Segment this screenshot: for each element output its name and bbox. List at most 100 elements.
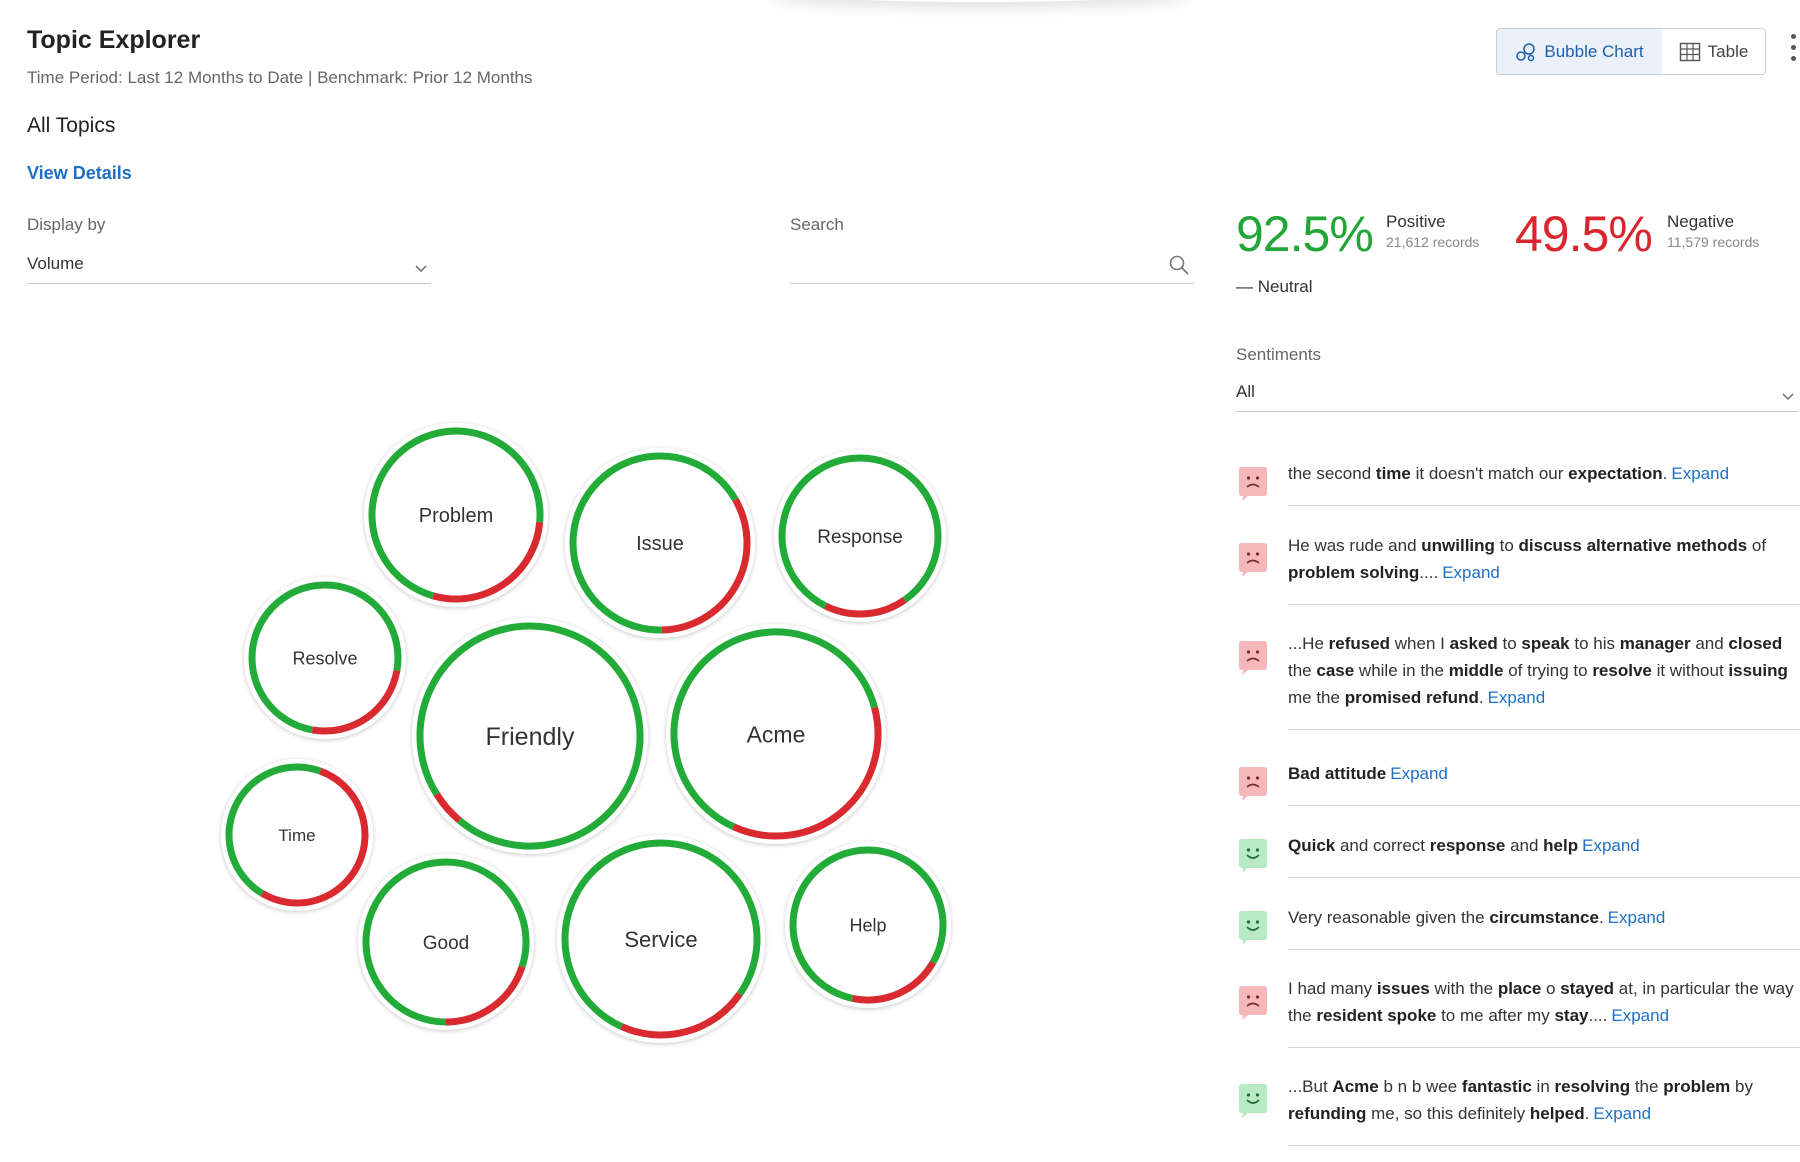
page-title: Topic Explorer	[27, 26, 201, 54]
highlighted-term: discuss alternative methods	[1518, 536, 1748, 555]
topic-bubble-acme[interactable]: Acme	[666, 624, 886, 844]
expand-link[interactable]: Expand	[1390, 764, 1448, 783]
table-label: Table	[1707, 41, 1749, 61]
positive-arc	[789, 846, 947, 1002]
positive-arc	[248, 581, 402, 734]
highlighted-term: promised refund	[1344, 688, 1479, 707]
chevron-down-icon	[415, 265, 427, 272]
expand-link[interactable]: Expand	[1593, 1104, 1652, 1123]
comment-segment: the	[1630, 1077, 1664, 1096]
positive-arc	[362, 858, 530, 1026]
comment-segment: and	[1505, 836, 1544, 855]
positive-arc	[670, 628, 878, 830]
comment-segment: Very reasonable given the	[1288, 908, 1490, 927]
comment-segment: He was rude and	[1288, 536, 1422, 555]
expand-link[interactable]: Expand	[1607, 908, 1666, 927]
display-by-select[interactable]: Volume	[27, 250, 431, 284]
sentiments-select[interactable]: All	[1236, 378, 1798, 412]
highlighted-term: asked	[1449, 634, 1498, 653]
comment-segment: ...He	[1288, 634, 1329, 653]
bubble-label: Help	[849, 915, 886, 935]
happy-face-icon	[1236, 1083, 1270, 1118]
sentiments-label: Sentiments	[1236, 345, 1322, 364]
highlighted-term: Bad attitude	[1288, 764, 1387, 783]
highlighted-term: circumstance	[1489, 908, 1599, 927]
expand-link[interactable]: Expand	[1487, 688, 1546, 707]
section-title: All Topics	[27, 114, 116, 137]
feed-comment-text: ...He refused when I asked to speak to h…	[1288, 630, 1800, 711]
comment-segment: to me after my	[1436, 1006, 1555, 1025]
comment-segment: the second	[1288, 464, 1376, 483]
highlighted-term: closed	[1728, 634, 1783, 653]
comment-segment: .	[1598, 908, 1604, 927]
more-options-icon[interactable]	[1790, 34, 1798, 66]
bubble-label: Service	[624, 927, 697, 952]
comment-segment: .	[1478, 688, 1484, 707]
happy-face-icon	[1236, 910, 1270, 945]
topic-bubble-friendly[interactable]: Friendly	[412, 618, 648, 854]
comment-segment: me the	[1288, 688, 1345, 707]
bubble-chart-icon	[1516, 42, 1536, 61]
negative-records: 11,579 records	[1667, 234, 1760, 250]
comment-segment: it doesn't match our	[1410, 464, 1569, 483]
positive-percentage: 92.5%	[1236, 206, 1374, 262]
sad-face-icon	[1236, 985, 1270, 1020]
neutral-label: — Neutral	[1236, 277, 1313, 296]
topic-bubble-time[interactable]: Time	[221, 759, 373, 911]
topic-bubble-response[interactable]: Response	[774, 450, 946, 622]
comment-segment: to	[1497, 634, 1522, 653]
negative-label: Negative	[1667, 212, 1735, 231]
topic-bubble-good[interactable]: Good	[358, 854, 534, 1030]
search-field[interactable]	[790, 250, 1194, 284]
topic-bubble-resolve[interactable]: Resolve	[244, 577, 406, 739]
bubble-label: Response	[817, 527, 903, 548]
bubble-background	[244, 577, 406, 739]
sad-face-icon	[1236, 542, 1270, 577]
positive-arc	[368, 427, 544, 600]
negative-arc	[824, 596, 907, 618]
bubble-background	[666, 624, 886, 844]
bubble-label: Friendly	[486, 723, 575, 751]
sentiments-value: All	[1236, 382, 1255, 401]
bubble-label: Good	[423, 933, 469, 954]
feed-divider	[1288, 729, 1800, 730]
highlighted-term: middle	[1448, 661, 1504, 680]
expand-link[interactable]: Expand	[1671, 464, 1730, 483]
search-input[interactable]	[790, 250, 1150, 282]
view-details-link[interactable]: View Details	[27, 163, 132, 183]
highlighted-term: time	[1375, 464, 1411, 483]
positive-arc	[225, 763, 322, 897]
highlighted-term: response	[1429, 836, 1506, 855]
expand-link[interactable]: Expand	[1582, 836, 1640, 855]
feed-comment-text: Bad attitude Expand	[1288, 760, 1800, 787]
topic-bubble-service[interactable]: Service	[557, 835, 765, 1043]
positive-records: 21,612 records	[1386, 234, 1480, 250]
topic-bubble-issue[interactable]: Issue	[565, 448, 755, 638]
table-toggle[interactable]: Table	[1662, 29, 1765, 74]
feed-divider	[1288, 1145, 1800, 1146]
expand-link[interactable]: Expand	[1611, 1006, 1670, 1025]
comment-segment: o	[1541, 979, 1561, 998]
feed-divider	[1288, 1047, 1800, 1048]
table-icon	[1679, 42, 1700, 61]
positive-arc	[569, 452, 739, 634]
comment-segment: .	[1584, 1104, 1590, 1123]
negative-arc	[620, 992, 743, 1039]
search-icon[interactable]	[1168, 254, 1190, 276]
bubble-background	[557, 835, 765, 1043]
highlighted-term: resolve	[1592, 661, 1652, 680]
topic-bubble-help[interactable]: Help	[785, 842, 951, 1008]
bubble-background	[785, 842, 951, 1008]
comment-segment: to	[1494, 536, 1519, 555]
bubble-background	[221, 759, 373, 911]
highlighted-term: unwilling	[1421, 536, 1495, 555]
topic-bubble-problem[interactable]: Problem	[364, 423, 548, 607]
comment-segment: the	[1288, 661, 1317, 680]
expand-link[interactable]: Expand	[1442, 563, 1500, 582]
bubble-background	[358, 854, 534, 1030]
feed-divider	[1288, 604, 1800, 605]
comment-segment: in	[1531, 1077, 1555, 1096]
bubble-chart-toggle[interactable]: Bubble Chart	[1497, 29, 1662, 74]
highlighted-term: helped	[1529, 1104, 1585, 1123]
negative-arc	[260, 767, 369, 907]
